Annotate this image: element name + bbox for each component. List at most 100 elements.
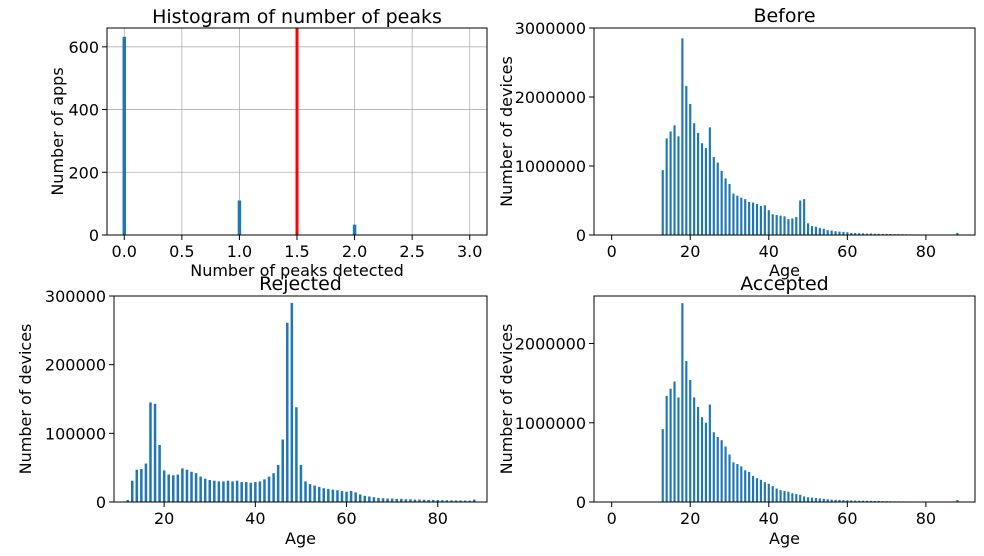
bar (308, 484, 312, 502)
x-tick-label: 1.5 (284, 242, 309, 261)
bar (400, 498, 403, 502)
bar (858, 233, 861, 235)
bar (431, 499, 435, 502)
bar (732, 193, 735, 235)
y-tick-label: 400 (68, 101, 99, 120)
bar (740, 466, 743, 502)
bar (775, 488, 778, 502)
bar (861, 233, 865, 235)
bar (700, 143, 704, 235)
bar (140, 469, 143, 502)
bar (681, 38, 684, 235)
bar (203, 478, 207, 502)
bar (873, 233, 876, 235)
bar (869, 233, 872, 235)
bar (822, 228, 825, 235)
y-axis-label: Number of devices (497, 324, 516, 475)
bar (751, 475, 755, 502)
y-tick-label: 0 (96, 493, 106, 512)
bar (791, 493, 794, 502)
bar (167, 474, 170, 502)
bar (838, 231, 841, 235)
bar (830, 499, 833, 502)
bar (665, 395, 668, 502)
bar (368, 496, 371, 502)
x-tick-label: 60 (336, 509, 356, 528)
bar (669, 131, 672, 235)
bar (834, 231, 837, 235)
bar (135, 469, 139, 502)
bar (850, 232, 853, 235)
bar (685, 85, 688, 236)
bar (704, 422, 708, 502)
bar (304, 481, 307, 502)
chart-before: 0 20 40 60 80 0 1000000 2000000 3000000 Before Age… (497, 5, 976, 280)
x-tick-label: 0 (607, 509, 617, 528)
bar (869, 500, 872, 502)
bar (281, 439, 284, 502)
chart-title: Before (753, 5, 815, 27)
bar (751, 202, 755, 235)
bar (313, 485, 316, 502)
bar (775, 214, 778, 235)
bar (263, 479, 266, 502)
chart-peaks-histogram: 0.0 0.5 1.0 1.5 2.0 2.5 3.0 0 200 400 600 Histogram… (48, 6, 488, 280)
bar (395, 498, 398, 502)
bar (386, 498, 389, 502)
chart-title: Rejected (259, 273, 342, 295)
x-tick-label: 80 (428, 509, 448, 528)
bar (226, 480, 230, 502)
bar (677, 397, 680, 502)
bar (677, 136, 680, 235)
bar (454, 500, 458, 502)
bar (803, 496, 806, 502)
bar (673, 125, 676, 235)
bar (404, 499, 408, 502)
bar (235, 480, 239, 502)
x-tick-label: 80 (916, 509, 936, 528)
bar (881, 233, 884, 235)
bar (130, 480, 134, 502)
bar (450, 500, 453, 502)
bar (771, 214, 774, 235)
bar (237, 200, 242, 235)
bar (791, 218, 794, 235)
bar (172, 475, 175, 502)
y-tick-label: 2000000 (515, 88, 586, 107)
bar (755, 478, 759, 502)
bar (830, 230, 833, 235)
bar (669, 388, 672, 502)
y-tick-label: 100000 (45, 424, 106, 443)
bar (736, 463, 739, 502)
bar (854, 500, 857, 502)
bar (445, 500, 449, 502)
bar (846, 500, 849, 502)
bar (354, 492, 357, 502)
y-tick-label: 0 (89, 226, 99, 245)
bar (803, 199, 806, 235)
bar (850, 500, 853, 502)
bar (689, 379, 692, 502)
bar (352, 224, 357, 235)
x-tick-label: 40 (759, 509, 779, 528)
y-tick-label: 2000000 (515, 335, 586, 354)
bar (826, 230, 829, 235)
bar (865, 233, 869, 235)
bar (795, 217, 798, 235)
bar (861, 500, 865, 502)
bar (149, 402, 152, 502)
bar (372, 497, 376, 502)
y-axis-label: Number of apps (48, 67, 67, 195)
bar (422, 499, 426, 502)
bar (838, 499, 841, 502)
bar (697, 132, 700, 235)
bar (842, 500, 845, 502)
bar (795, 494, 798, 502)
y-axis-label: Number of devices (16, 324, 35, 475)
x-tick-label: 0.0 (112, 242, 137, 261)
x-tick-label: 0 (607, 242, 617, 261)
bar (748, 471, 751, 502)
chart-title: Histogram of number of peaks (152, 6, 442, 28)
bar (708, 127, 711, 235)
bar (427, 499, 430, 502)
